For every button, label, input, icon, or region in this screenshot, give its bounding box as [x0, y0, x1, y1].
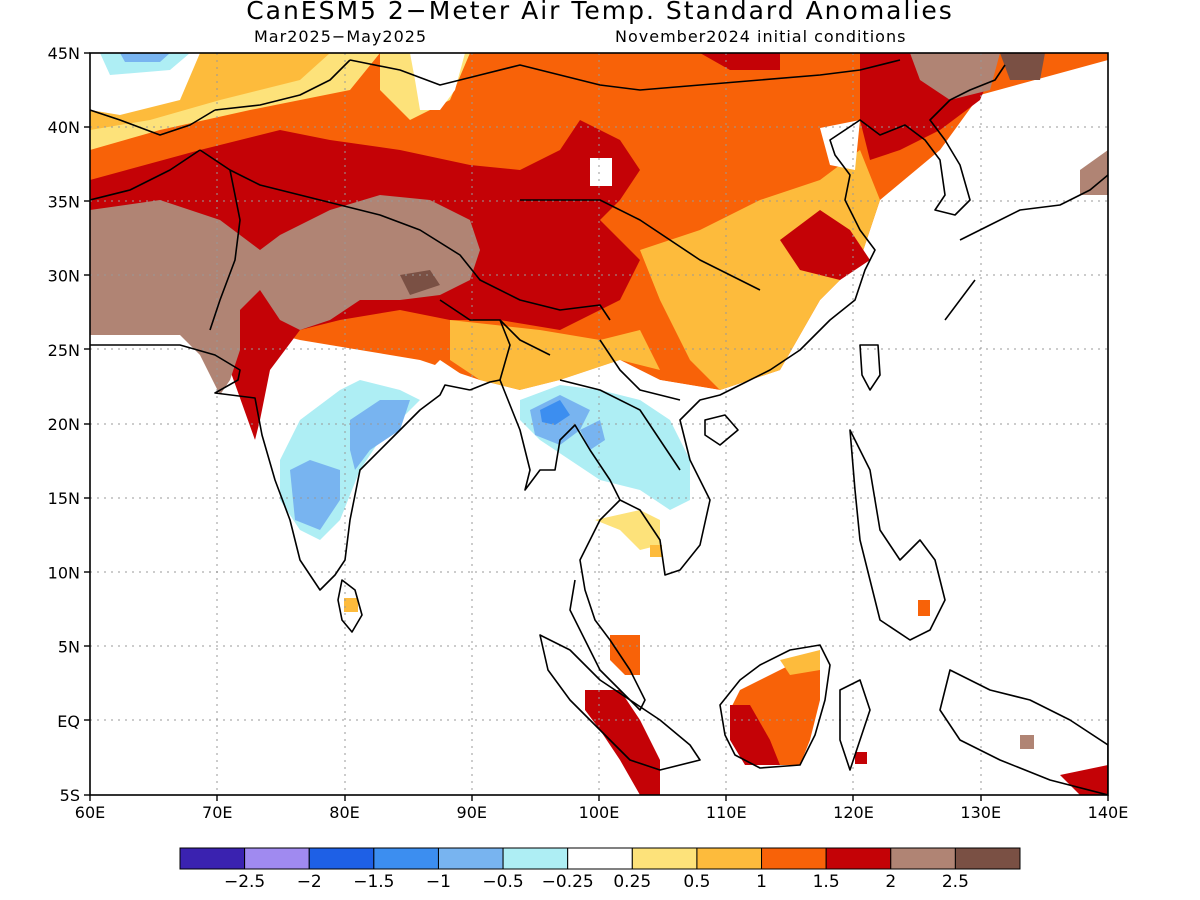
colorbar-label: 0.5	[683, 872, 711, 892]
colorbar-swatch	[696, 847, 763, 870]
colorbar-swatch	[437, 847, 504, 870]
colorbar-swatch	[825, 847, 892, 870]
latitude-label: 35N	[48, 192, 80, 211]
colorbar-label: −1	[425, 872, 451, 892]
colorbar-label: 2	[885, 872, 897, 892]
brown-anomaly-region	[1080, 150, 1108, 195]
longitude-label: 90E	[457, 803, 487, 822]
colorbar-swatch	[502, 847, 569, 870]
darkbrown-anomaly-region	[400, 270, 440, 295]
colorbar-swatch	[631, 847, 698, 870]
latitude-label: 10N	[48, 563, 80, 582]
gridlines	[90, 53, 1108, 795]
white-anomaly-region	[820, 120, 860, 170]
colorbar-swatch	[179, 847, 246, 870]
longitude-label: 100E	[579, 803, 620, 822]
longitude-label: 60E	[75, 803, 105, 822]
colorbar-swatch	[373, 847, 439, 870]
longitude-label: 140E	[1088, 803, 1129, 822]
white-anomaly-region	[590, 158, 612, 186]
colorbar-label: −0.25	[541, 872, 594, 892]
colorbar-swatch	[244, 847, 310, 870]
brown-anomaly-region	[1020, 735, 1034, 749]
orange-anomaly-region	[918, 600, 930, 616]
latitude-labels: 45N 40N 35N 30N 25N 20N 15N 10N 5N EQ 5S	[48, 44, 80, 805]
latitude-label: 5N	[58, 638, 80, 657]
coastlines	[90, 59, 1108, 795]
latitude-label: 25N	[48, 341, 80, 360]
midblue-anomaly-region	[290, 460, 340, 530]
colorbar-label: 0.25	[613, 872, 652, 892]
red-anomaly-region	[780, 210, 870, 280]
colorbar-label: 1.5	[812, 872, 840, 892]
red-anomaly-region	[585, 690, 660, 795]
valid-period-subtitle: Mar2025−May2025	[254, 27, 428, 46]
longitude-labels: 60E 70E 80E 90E 100E 110E 120E 130E 140E	[75, 803, 1129, 822]
colorbar-label: −2.5	[223, 872, 266, 892]
red-anomaly-region	[1060, 765, 1108, 795]
latitude-label: EQ	[57, 712, 80, 731]
colorbar-label: 2.5	[941, 872, 969, 892]
blue-anomaly-region	[120, 53, 170, 62]
tick-marks	[84, 52, 1109, 801]
red-anomaly-region	[855, 752, 867, 764]
colorbar-label: −2	[296, 872, 322, 892]
colorbar-swatch	[308, 847, 375, 870]
colorbar-label: 1	[756, 872, 767, 892]
latitude-label: 5S	[60, 786, 80, 805]
yellow-anomaly-region	[650, 545, 662, 557]
lightblue-anomaly-region	[100, 53, 190, 75]
latitude-label: 20N	[48, 415, 80, 434]
longitude-label: 130E	[960, 803, 1001, 822]
colorbar-swatch	[890, 847, 956, 870]
blue-anomaly-region	[540, 400, 570, 425]
red-anomaly-region	[700, 53, 780, 70]
brown-anomaly-region	[90, 195, 480, 395]
colorbar-label: −1.5	[353, 872, 395, 892]
white-anomaly-region	[410, 53, 465, 110]
colorbar-swatch	[567, 847, 633, 870]
longitude-label: 120E	[833, 803, 874, 822]
yellow-anomaly-region	[780, 650, 820, 675]
colorbar-swatch	[761, 847, 827, 870]
midblue-anomaly-region	[350, 400, 410, 470]
brown-anomaly-region	[910, 53, 1000, 100]
latitude-label: 40N	[48, 118, 80, 137]
longitude-label: 80E	[329, 803, 359, 822]
colorbar-swatch	[954, 847, 1021, 870]
latitude-label: 30N	[48, 267, 80, 286]
initial-conditions-subtitle: November2024 initial conditions	[615, 27, 907, 46]
longitude-label: 110E	[706, 803, 747, 822]
latitude-label: 15N	[48, 489, 80, 508]
colorbar	[179, 847, 1021, 870]
darkbrown-anomaly-region	[1000, 53, 1045, 80]
colorbar-label: −0.5	[482, 872, 524, 892]
latitude-label: 45N	[48, 44, 80, 63]
longitude-label: 70E	[202, 803, 232, 822]
orange-anomaly-region	[610, 635, 640, 675]
yellow-anomaly-region	[344, 598, 358, 612]
map-title: CanESM5 2−Meter Air Temp. Standard Anoma…	[246, 0, 954, 25]
yellow-anomaly-region	[595, 510, 660, 550]
